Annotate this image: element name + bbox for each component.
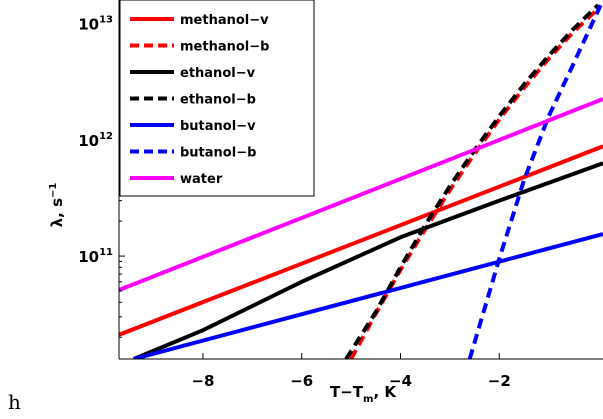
x-tick-label: −8 <box>191 372 214 390</box>
legend-label: methanol−v <box>180 13 269 28</box>
series-line-4 <box>133 232 603 359</box>
x-axis-label: T−Tm, K <box>330 383 397 405</box>
series-line-0 <box>119 144 603 337</box>
legend-label: methanol−b <box>180 40 269 55</box>
legend-label: ethanol−b <box>180 93 256 108</box>
y-tick-label: 1013 <box>78 15 113 34</box>
series-line-2 <box>133 161 603 359</box>
legend-label: water <box>180 172 223 187</box>
y-axis-label: λ, s−1 <box>48 183 66 228</box>
series-line-3 <box>344 3 600 359</box>
corner-letter: h <box>8 390 21 414</box>
legend: methanol−v methanol−b ethanol−v ethanol−b bu… <box>119 0 315 197</box>
series-line-6 <box>119 97 603 292</box>
x-tick-label: −2 <box>488 372 511 390</box>
y-tick-label: 1011 <box>78 247 113 266</box>
legend-label: butanol−v <box>180 119 256 134</box>
x-tick-label: −4 <box>389 372 412 390</box>
series-line-5 <box>467 0 603 359</box>
legend-label: ethanol−v <box>180 66 256 81</box>
series-layer <box>119 0 603 359</box>
x-tick-label: −6 <box>290 372 313 390</box>
y-tick-label: 1012 <box>78 131 113 150</box>
legend-label: butanol−b <box>180 146 256 161</box>
